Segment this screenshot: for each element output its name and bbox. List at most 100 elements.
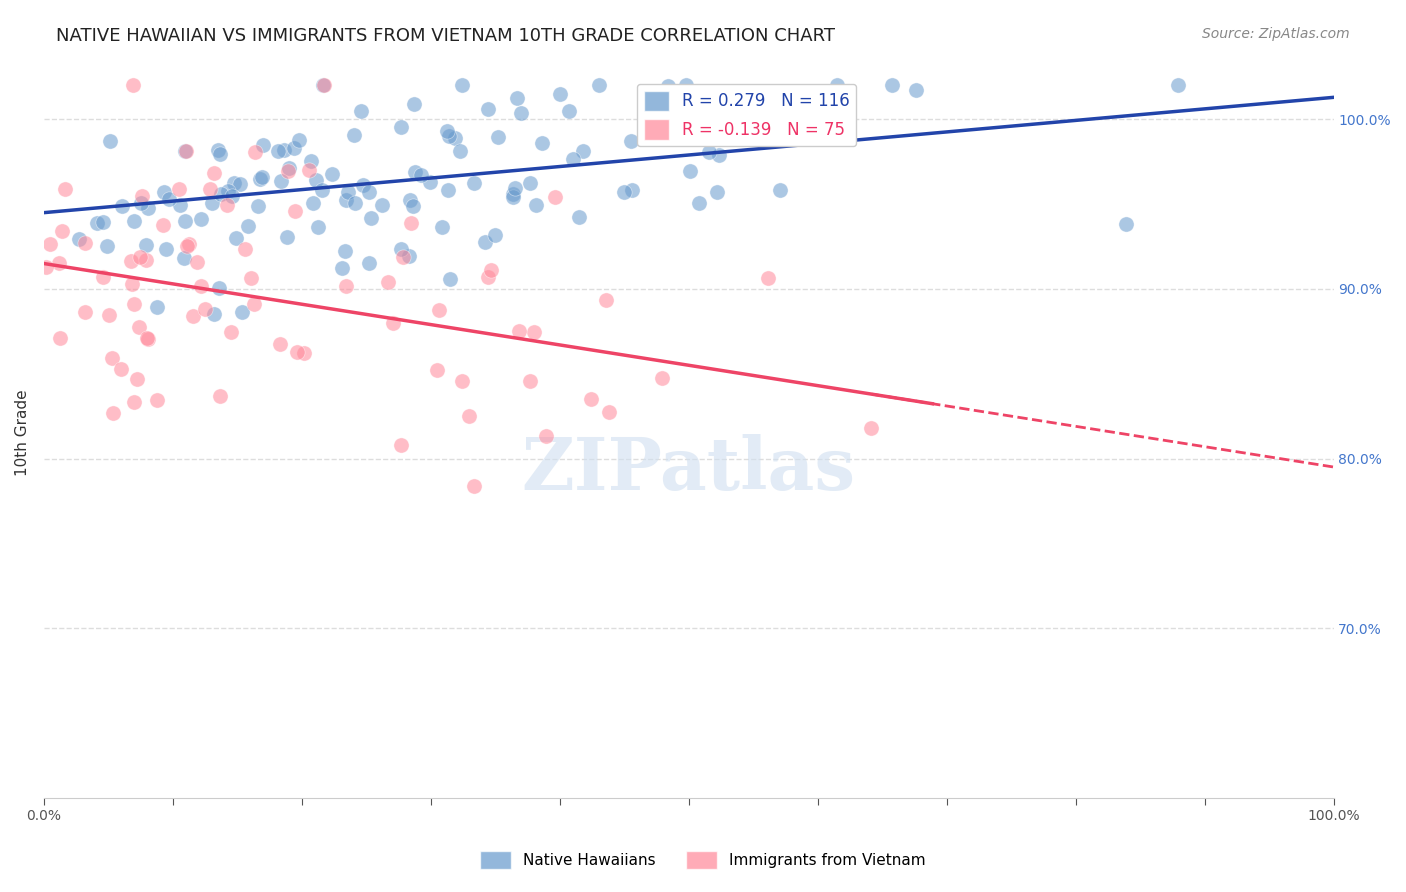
Point (152, 218, 174, 232)
Point (558, 103, 581, 118)
Point (477, 102, 499, 116)
Point (157, 193, 180, 207)
Point (35, 260, 58, 274)
Point (173, 214, 195, 228)
Point (335, 193, 357, 207)
Point (510, 105, 533, 120)
Point (769, 183, 792, 197)
Point (307, 219, 329, 234)
Point (136, 333, 159, 347)
Point (613, 185, 636, 199)
Point (523, 325, 546, 339)
Point (350, 104, 373, 119)
Point (502, 190, 524, 204)
Point (276, 230, 298, 244)
Point (100, 351, 122, 365)
Point (121, 277, 143, 291)
Point (688, 195, 710, 210)
Point (544, 190, 567, 204)
Point (48, 330, 70, 344)
Point (129, 250, 152, 264)
Point (86, 216, 108, 230)
Point (439, 272, 461, 286)
Point (357, 186, 380, 200)
Point (679, 164, 702, 178)
Legend: Native Hawaiians, Immigrants from Vietnam: Native Hawaiians, Immigrants from Vietna… (474, 845, 932, 875)
Text: NATIVE HAWAIIAN VS IMMIGRANTS FROM VIETNAM 10TH GRADE CORRELATION CHART: NATIVE HAWAIIAN VS IMMIGRANTS FROM VIETN… (56, 27, 835, 45)
Point (131, 189, 153, 203)
Point (250, 170, 273, 185)
Point (243, 145, 266, 160)
Point (437, 128, 460, 143)
Point (389, 242, 412, 256)
Point (484, 227, 506, 242)
Point (153, 186, 176, 200)
Point (127, 372, 149, 386)
Point (135, 253, 157, 268)
Point (169, 198, 191, 212)
Point (1167, 78, 1189, 93)
Point (458, 409, 481, 424)
Point (430, 220, 453, 235)
Point (402, 199, 425, 213)
Point (343, 128, 366, 142)
Point (505, 91, 527, 105)
Point (129, 195, 152, 210)
Point (859, 421, 882, 435)
Point (174, 145, 197, 159)
Point (111, 199, 134, 213)
Point (190, 278, 212, 293)
Point (240, 271, 263, 285)
Legend: R = 0.279   N = 116, R = -0.139   N = 75: R = 0.279 N = 116, R = -0.139 N = 75 (637, 84, 856, 146)
Point (219, 325, 242, 339)
Point (572, 145, 595, 159)
Point (201, 196, 224, 211)
Point (283, 141, 305, 155)
Point (224, 177, 246, 191)
Point (120, 253, 142, 268)
Point (122, 214, 145, 228)
Point (508, 324, 530, 338)
Point (314, 78, 336, 93)
Point (167, 181, 190, 195)
Point (277, 163, 299, 178)
Point (391, 120, 413, 135)
Point (419, 175, 441, 189)
Point (598, 405, 620, 419)
Point (389, 438, 412, 452)
Point (233, 242, 256, 256)
Point (825, 78, 848, 93)
Point (75, 304, 97, 318)
Point (155, 242, 177, 256)
Text: Source: ZipAtlas.com: Source: ZipAtlas.com (1202, 27, 1350, 41)
Point (177, 236, 200, 251)
Point (278, 161, 301, 175)
Point (675, 78, 697, 93)
Point (297, 162, 319, 177)
Point (398, 249, 420, 263)
Point (463, 177, 485, 191)
Point (225, 231, 247, 245)
Point (136, 202, 159, 216)
Point (651, 371, 673, 385)
Point (174, 144, 197, 158)
Point (404, 97, 426, 112)
Point (146, 393, 169, 408)
Point (173, 252, 195, 266)
Point (399, 216, 422, 230)
Point (194, 301, 217, 316)
Point (288, 133, 311, 147)
Point (343, 196, 366, 211)
Point (217, 184, 239, 198)
Point (756, 271, 779, 285)
Point (243, 296, 266, 310)
Point (186, 255, 208, 269)
Point (273, 143, 295, 157)
Point (519, 374, 541, 388)
Point (382, 316, 405, 330)
Point (146, 300, 169, 314)
Point (657, 119, 679, 133)
Point (426, 363, 449, 377)
Point (568, 210, 591, 224)
Point (39, 236, 62, 251)
